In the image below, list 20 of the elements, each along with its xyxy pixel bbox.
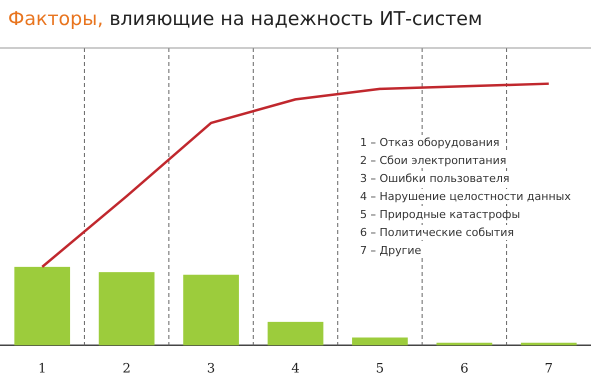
bar (268, 322, 324, 346)
x-tick-label: 7 (544, 362, 553, 377)
annotation: 6 – Политические события (358, 225, 516, 240)
annotation: 1 – Отказ оборудования (358, 135, 502, 150)
annotation: 3 – Ошибки пользователя (358, 171, 512, 186)
x-tick-label: 1 (38, 362, 46, 377)
bar (14, 266, 70, 346)
x-tick-label: 2 (122, 362, 131, 377)
x-tick-label: 3 (206, 362, 216, 377)
x-tick-label: 6 (460, 362, 468, 377)
x-tick-label: 4 (291, 362, 300, 377)
x-tick-label: 5 (376, 362, 384, 377)
bar (98, 272, 155, 346)
bar (352, 338, 408, 346)
annotation: 7 – Другие (358, 243, 424, 258)
bar (183, 274, 239, 346)
annotation: 5 – Природные катастрофы (358, 207, 522, 222)
annotation: 4 – Нарушение целостности данных (358, 189, 573, 204)
chart-title: Факторы, влияющие на надежность ИТ-систем (8, 8, 482, 30)
annotation: 2 – Сбои электропитания (358, 153, 508, 168)
